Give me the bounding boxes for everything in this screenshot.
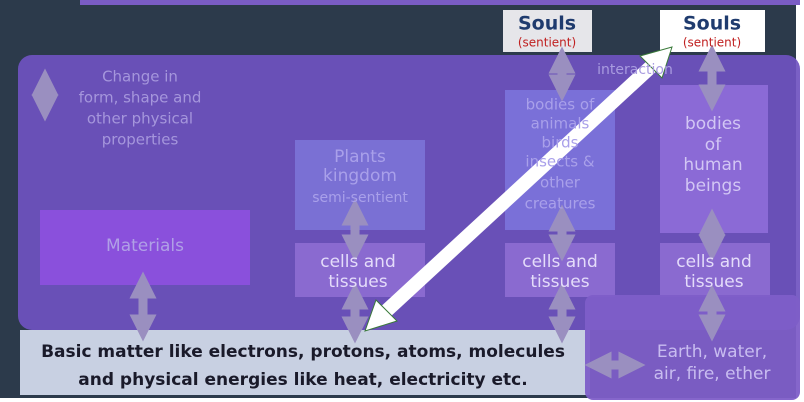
souls-box [503,10,592,52]
label: interaction [597,62,673,78]
label: Plants [334,147,386,167]
label: kingdom [323,166,397,186]
label: tissues [684,272,743,292]
label: other physical [87,110,193,128]
humans-text: bodies of human beings [683,114,742,196]
label: cells and [320,252,396,272]
label: human [683,155,742,175]
label: bodies [685,114,741,134]
arrows [31,44,726,379]
label: Earth, water, [657,342,767,362]
cells-text: cells and tissues cells and tissues cell… [320,252,752,292]
label: and physical energies like heat, electri… [78,370,527,390]
top-strip [80,0,800,5]
elements-text: Earth, water, air, fire, ether [654,342,771,384]
label: Materials [106,236,184,256]
label: Souls [518,13,576,35]
label: other [540,174,581,192]
label: properties [102,131,179,149]
souls-text: Souls (sentient) Souls (sentient) [518,13,741,50]
label: Basic matter like electrons, protons, at… [41,342,565,362]
label: cells and [676,252,752,272]
label: tissues [328,272,387,292]
label: air, fire, ether [654,364,771,384]
label: (sentient) [518,36,576,50]
label: animals [531,115,590,133]
interaction-arrow [364,46,673,332]
label: semi-sentient [312,190,408,206]
label: (sentient) [683,36,741,50]
basic-matter-text: Basic matter like electrons, protons, at… [41,342,565,390]
basic-matter-box [20,330,590,395]
label: cells and [522,252,598,272]
animals-text: bodies of animals birds insects & other … [525,96,596,213]
label: beings [685,176,742,196]
label: form, shape and [79,89,202,107]
label: Souls [683,13,741,35]
label: birds [542,134,579,152]
change-note: Change in form, shape and other physical… [79,68,202,149]
label: insects & [525,153,594,171]
label: bodies of [526,96,595,114]
label: tissues [530,272,589,292]
label: of [705,135,722,155]
label: creatures [525,195,596,213]
plants-text: Plants kingdom semi-sentient [312,147,408,206]
label: Change in [102,68,178,86]
